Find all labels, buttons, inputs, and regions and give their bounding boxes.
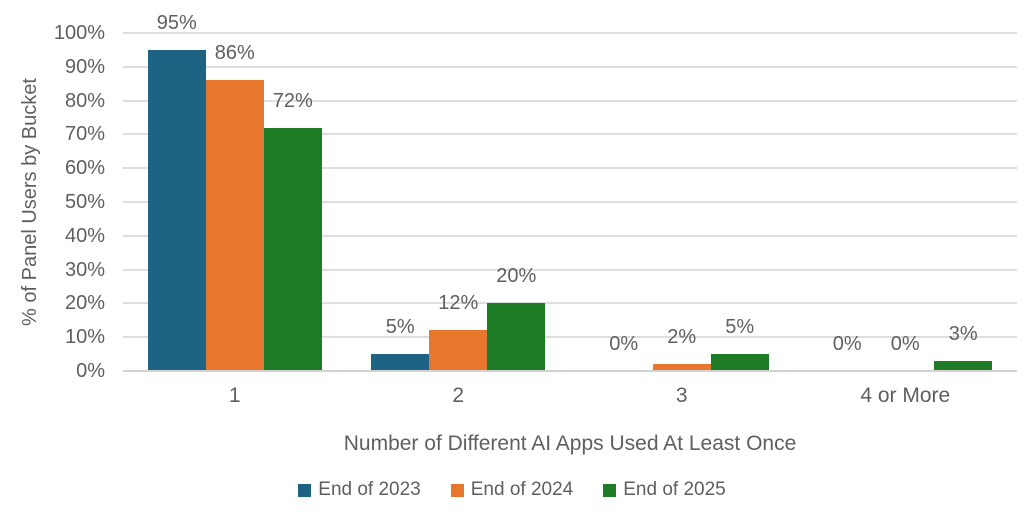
legend-swatch-icon — [603, 483, 617, 497]
gridline — [123, 32, 1017, 34]
legend: End of 2023 End of 2024 End of 2025 — [0, 477, 1024, 503]
bar-data-label: 0% — [609, 333, 639, 355]
bar-data-label: 12% — [438, 292, 479, 315]
gridline — [123, 99, 1017, 102]
bar-data-label: 3% — [948, 322, 978, 345]
y-tick-label: 60% — [64, 157, 105, 180]
category-label: 3 — [675, 384, 688, 407]
bar — [487, 303, 546, 371]
legend-item: End of 2024 — [450, 479, 574, 500]
gridline — [123, 336, 1017, 339]
bar-data-label: 0% — [832, 333, 862, 355]
y-tick-label: 70% — [64, 123, 105, 146]
x-axis-category-labels: 1 2 3 4 or More — [123, 382, 1017, 410]
y-tick-label: 80% — [64, 89, 105, 112]
legend-item: End of 2025 — [603, 479, 726, 500]
gridline — [123, 302, 1017, 305]
y-tick-label: 30% — [64, 258, 105, 281]
legend-swatch-icon — [450, 483, 464, 497]
bar-data-label: 0% — [890, 333, 920, 355]
legend-swatch-icon — [298, 483, 312, 497]
gridline — [123, 268, 1017, 271]
plot-area: 95% 86% 72% 5% 12% 20% 0% 2% 5% 0% 0% 3% — [123, 12, 1017, 372]
y-tick-label: 10% — [64, 326, 105, 349]
bar — [263, 127, 322, 371]
bar-data-label: 86% — [214, 42, 255, 65]
category-label: 1 — [228, 384, 241, 407]
gridline — [123, 167, 1017, 170]
gridline — [123, 133, 1017, 136]
category-label: 4 or More — [860, 384, 951, 407]
y-tick-label: 50% — [64, 191, 105, 213]
y-tick-label: 40% — [64, 224, 105, 247]
bar — [205, 80, 264, 371]
y-axis-tick-labels: 0% 10% 20% 30% 40% 50% 60% 70% 80% 90% 100% — [0, 0, 105, 420]
legend-label: End of 2024 — [470, 479, 574, 500]
bar-data-label: 2% — [667, 326, 697, 349]
y-tick-label: 0% — [76, 360, 105, 382]
y-tick-label: 90% — [64, 55, 105, 78]
legend-item: End of 2023 — [298, 479, 421, 500]
bar-data-label: 20% — [496, 265, 537, 288]
bar-data-label: 5% — [385, 316, 415, 339]
bar-data-label: 72% — [272, 89, 313, 112]
y-tick-label: 20% — [64, 292, 105, 315]
gridline — [123, 201, 1017, 203]
x-axis-title: Number of Different AI Apps Used At Leas… — [343, 432, 797, 455]
bar — [371, 354, 430, 371]
bar-data-label: 5% — [725, 316, 755, 339]
bar — [147, 49, 206, 371]
bar — [652, 364, 711, 371]
legend-label: End of 2023 — [318, 479, 421, 500]
x-axis-line — [123, 370, 1017, 372]
bar — [934, 360, 993, 371]
legend-label: End of 2025 — [623, 479, 726, 500]
bar — [710, 354, 769, 371]
category-label: 2 — [452, 384, 465, 407]
bar-data-label: 95% — [156, 11, 197, 34]
gridline — [123, 234, 1017, 237]
y-tick-label: 100% — [53, 22, 105, 44]
bar — [429, 330, 488, 371]
gridline — [123, 65, 1017, 68]
